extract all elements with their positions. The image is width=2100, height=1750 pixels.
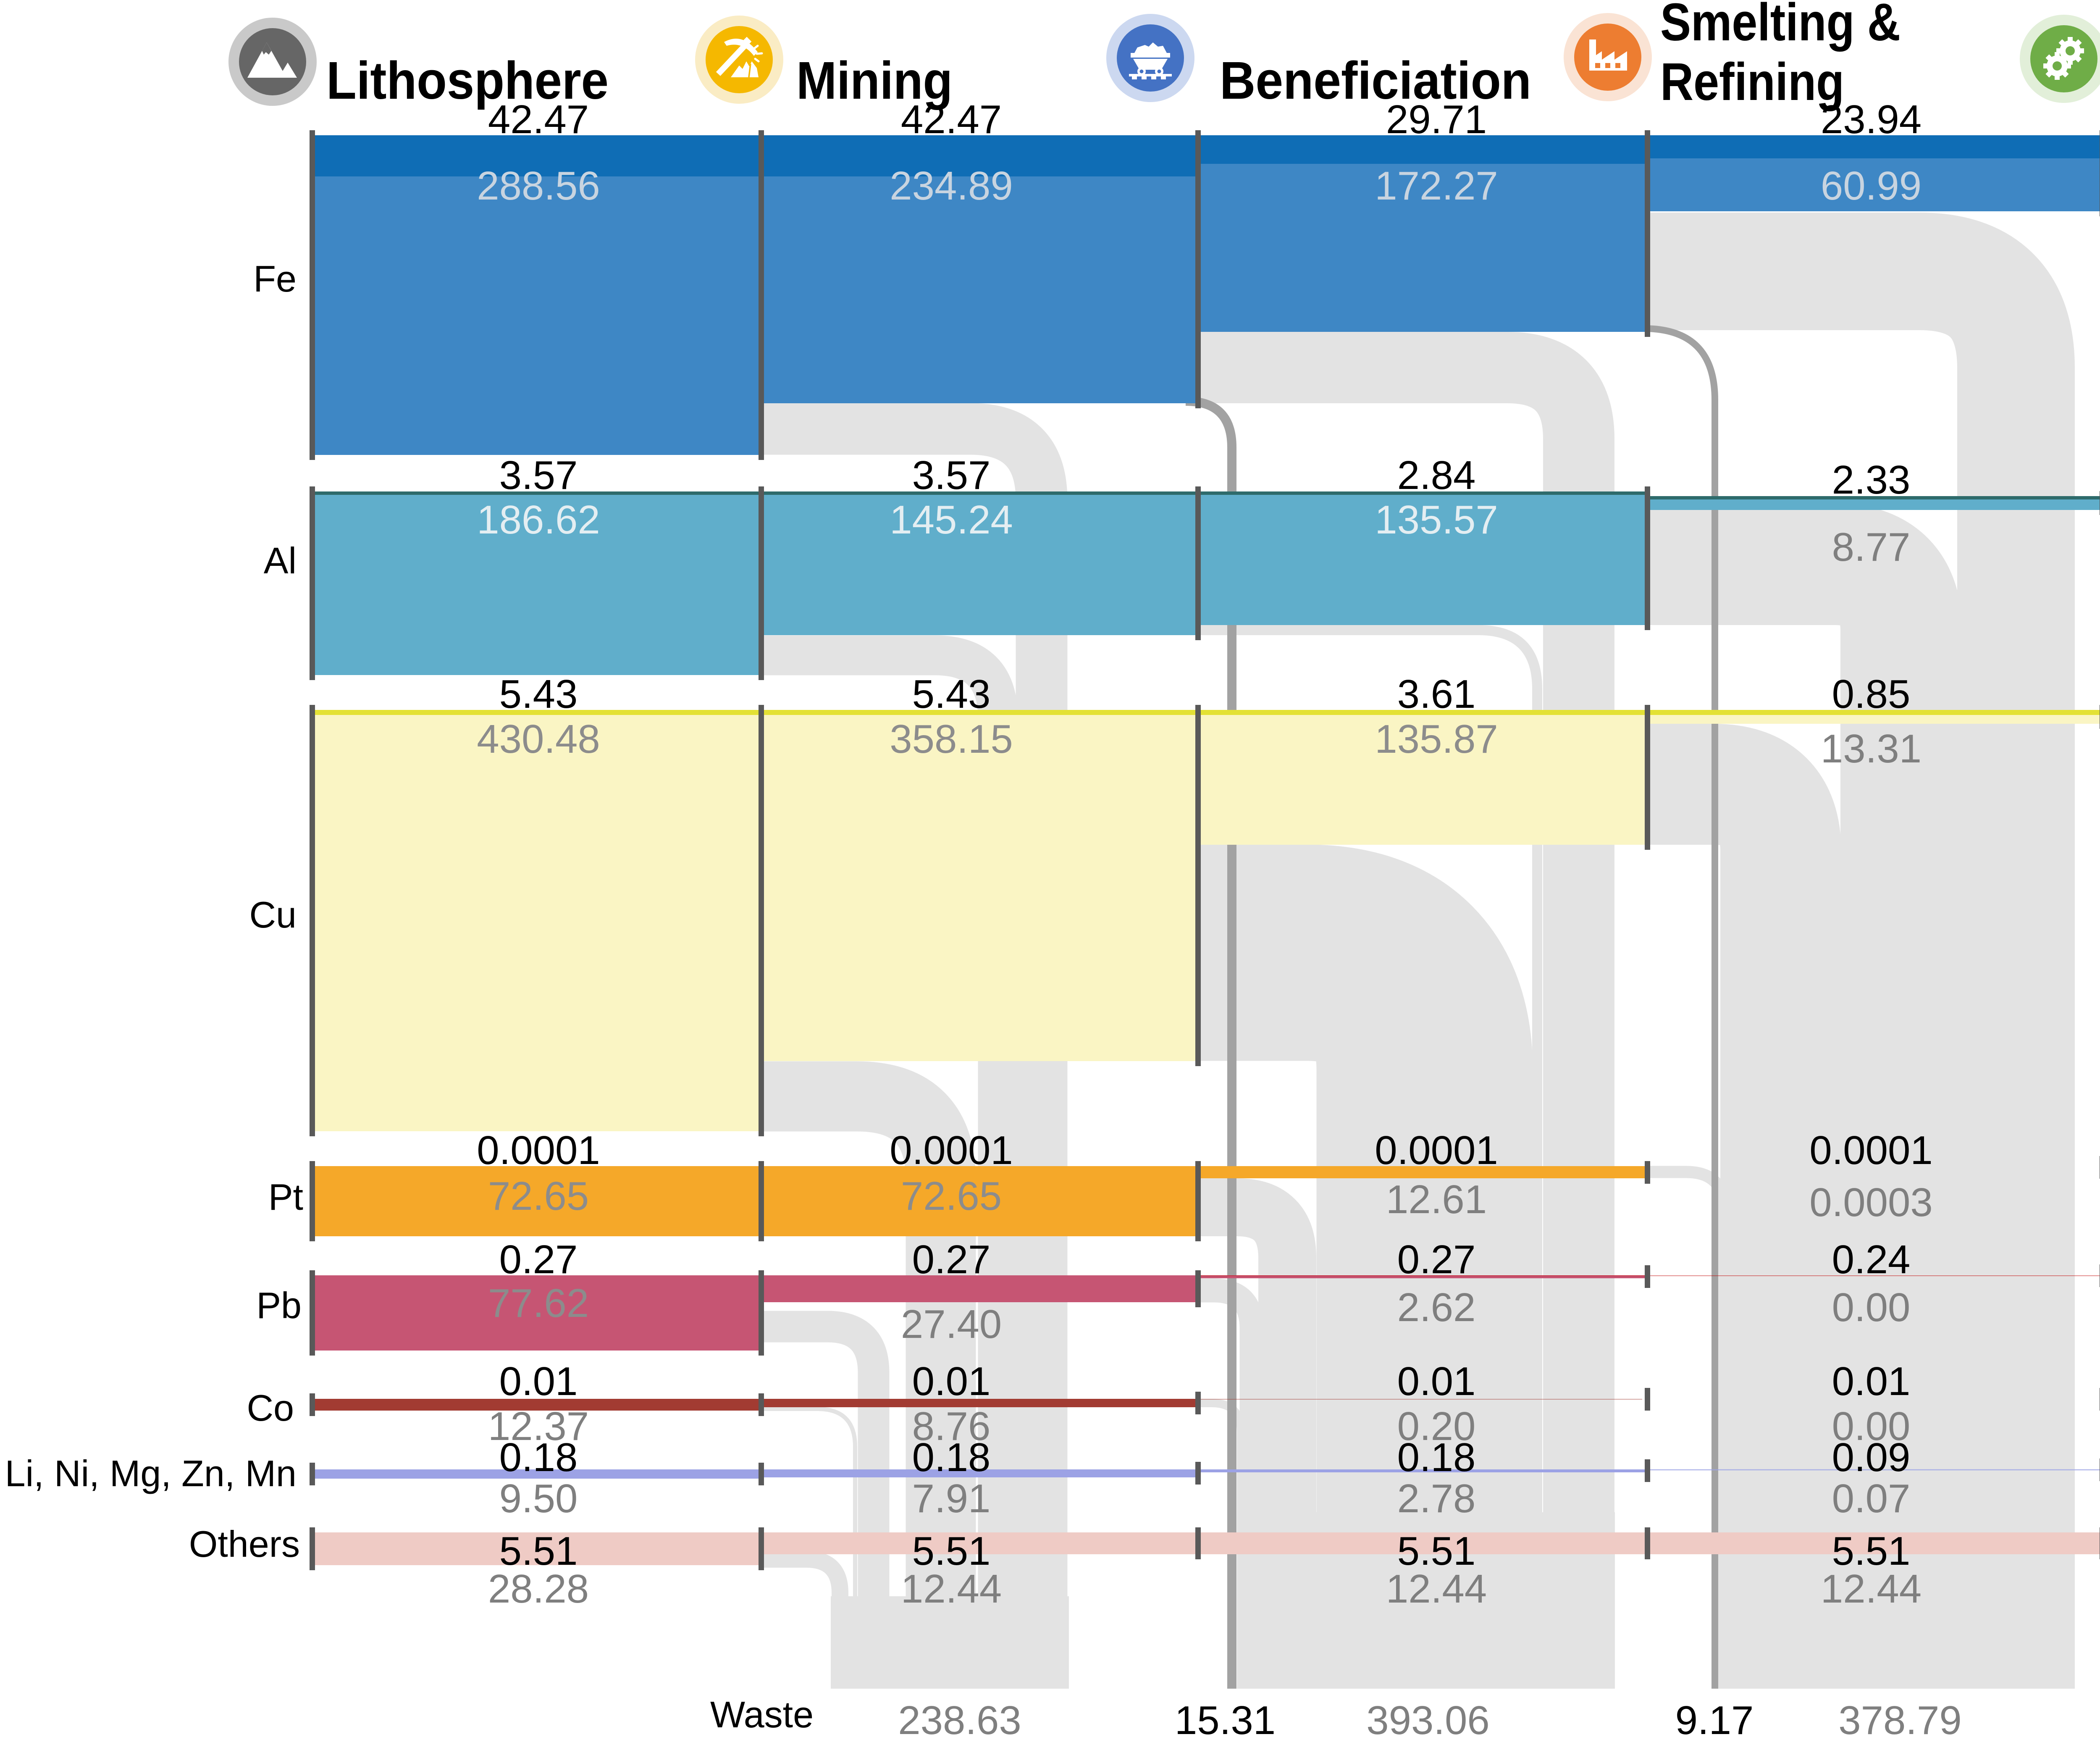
svg-text:0.18: 0.18 (1397, 1435, 1476, 1480)
svg-text:238.63: 238.63 (898, 1698, 1021, 1743)
svg-text:Others: Others (189, 1523, 300, 1565)
svg-text:430.48: 430.48 (477, 717, 600, 762)
svg-text:0.00: 0.00 (1832, 1285, 1911, 1330)
svg-text:28.28: 28.28 (488, 1566, 589, 1611)
svg-text:3.57: 3.57 (499, 453, 578, 498)
svg-text:234.89: 234.89 (890, 163, 1013, 208)
svg-text:Pt: Pt (268, 1176, 303, 1218)
svg-text:393.06: 393.06 (1366, 1698, 1490, 1743)
svg-text:23.94: 23.94 (1821, 97, 1922, 142)
svg-text:Co: Co (247, 1387, 294, 1429)
svg-text:0.0001: 0.0001 (1809, 1128, 1933, 1173)
svg-text:Al: Al (264, 540, 297, 581)
svg-text:3.57: 3.57 (912, 453, 991, 498)
svg-text:Pb: Pb (256, 1285, 302, 1326)
svg-text:15.31: 15.31 (1175, 1698, 1276, 1743)
svg-text:0.27: 0.27 (912, 1237, 991, 1282)
svg-text:0.07: 0.07 (1832, 1476, 1911, 1521)
svg-text:2.84: 2.84 (1397, 453, 1476, 498)
svg-text:72.65: 72.65 (901, 1174, 1002, 1219)
svg-text:0.18: 0.18 (912, 1435, 991, 1480)
svg-text:Waste: Waste (710, 1694, 814, 1735)
svg-text:12.44: 12.44 (1386, 1566, 1487, 1611)
svg-text:8.77: 8.77 (1832, 525, 1911, 570)
svg-text:13.31: 13.31 (1821, 726, 1922, 771)
svg-text:0.01: 0.01 (1832, 1359, 1911, 1404)
svg-text:Mining: Mining (796, 51, 953, 110)
svg-text:5.43: 5.43 (912, 672, 991, 717)
svg-text:0.01: 0.01 (1397, 1359, 1476, 1404)
svg-text:0.01: 0.01 (499, 1359, 578, 1404)
svg-text:186.62: 186.62 (477, 497, 600, 542)
svg-text:172.27: 172.27 (1375, 163, 1498, 208)
svg-text:Lithosphere: Lithosphere (326, 51, 609, 110)
svg-text:5.51: 5.51 (499, 1529, 578, 1574)
svg-text:5.43: 5.43 (499, 672, 578, 717)
svg-text:0.09: 0.09 (1832, 1435, 1911, 1480)
svg-text:9.17: 9.17 (1675, 1698, 1754, 1743)
svg-text:Li, Ni, Mg, Zn, Mn: Li, Ni, Mg, Zn, Mn (5, 1453, 297, 1494)
svg-text:0.27: 0.27 (1397, 1237, 1476, 1282)
svg-text:Cu: Cu (249, 894, 297, 935)
svg-text:145.24: 145.24 (890, 497, 1013, 542)
svg-text:29.71: 29.71 (1386, 97, 1487, 142)
svg-text:77.62: 77.62 (488, 1281, 589, 1326)
svg-text:135.57: 135.57 (1375, 497, 1498, 542)
svg-text:72.65: 72.65 (488, 1174, 589, 1219)
svg-text:8.76: 8.76 (912, 1404, 991, 1449)
svg-text:5.51: 5.51 (1397, 1529, 1476, 1574)
svg-text:0.00: 0.00 (1832, 1404, 1911, 1449)
svg-text:0.85: 0.85 (1832, 672, 1911, 717)
svg-text:0.18: 0.18 (499, 1435, 578, 1480)
svg-text:Beneficiation: Beneficiation (1220, 51, 1531, 110)
svg-text:42.47: 42.47 (488, 97, 589, 142)
svg-text:2.62: 2.62 (1397, 1285, 1476, 1330)
svg-text:358.15: 358.15 (890, 717, 1013, 762)
svg-text:Smelting &: Smelting & (1660, 0, 1900, 52)
svg-text:3.61: 3.61 (1397, 672, 1476, 717)
svg-text:27.40: 27.40 (901, 1302, 1002, 1347)
svg-text:Fe: Fe (253, 258, 297, 300)
svg-text:288.56: 288.56 (477, 163, 600, 208)
svg-text:0.0001: 0.0001 (1375, 1128, 1498, 1173)
svg-text:5.51: 5.51 (1832, 1529, 1911, 1574)
svg-text:378.79: 378.79 (1838, 1698, 1962, 1743)
svg-text:12.37: 12.37 (488, 1404, 589, 1449)
svg-text:0.0001: 0.0001 (890, 1128, 1013, 1173)
svg-text:7.91: 7.91 (912, 1476, 991, 1521)
svg-text:Refining: Refining (1660, 52, 1844, 111)
svg-text:0.0001: 0.0001 (477, 1128, 600, 1173)
svg-text:60.99: 60.99 (1821, 163, 1922, 208)
svg-text:2.33: 2.33 (1832, 457, 1911, 502)
svg-text:12.61: 12.61 (1386, 1177, 1487, 1222)
svg-text:0.27: 0.27 (499, 1237, 578, 1282)
svg-text:2.78: 2.78 (1397, 1476, 1476, 1521)
svg-text:12.44: 12.44 (1821, 1566, 1922, 1611)
svg-text:0.01: 0.01 (912, 1359, 991, 1404)
svg-text:135.87: 135.87 (1375, 717, 1498, 762)
svg-text:0.20: 0.20 (1397, 1404, 1476, 1449)
svg-text:5.51: 5.51 (912, 1529, 991, 1574)
svg-text:0.24: 0.24 (1832, 1237, 1911, 1282)
svg-text:0.0003: 0.0003 (1809, 1180, 1933, 1225)
svg-text:42.47: 42.47 (901, 97, 1002, 142)
svg-text:9.50: 9.50 (499, 1476, 578, 1521)
svg-text:12.44: 12.44 (901, 1566, 1002, 1611)
